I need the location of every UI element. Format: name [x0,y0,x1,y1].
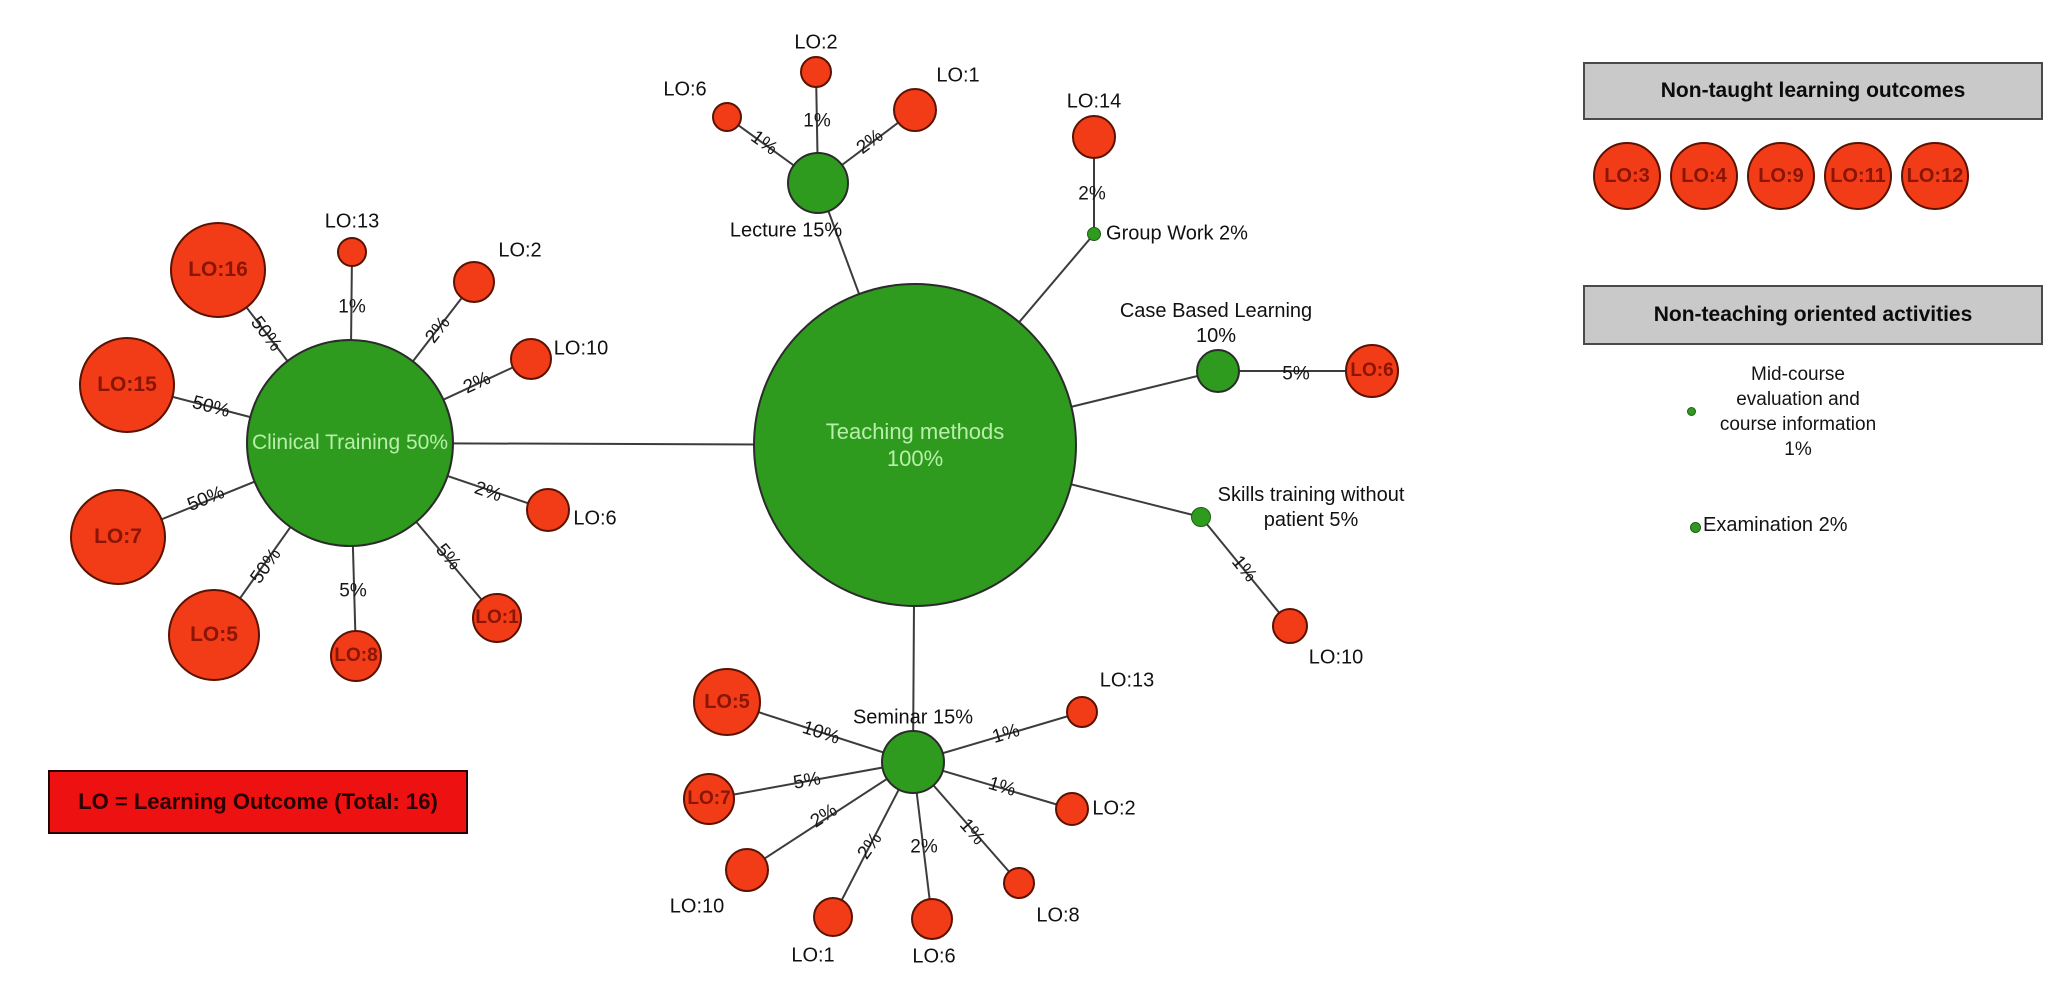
edge-label-clinical-training-lo-15-clinical: 50% [190,392,232,422]
non-teaching-header-box: Non-teaching oriented activities [1583,285,2043,345]
activity-line: 1% [1784,439,1812,460]
activity-line: Mid-course [1751,364,1845,385]
edge-label-clinical-training-lo-10-clinical: 2% [460,368,494,399]
edge-teaching-methods-clinical-training [349,442,916,446]
edge-teaching-methods-skills-training [914,444,1202,518]
edge-label-clinical-training-lo-2-clinical: 2% [421,313,454,348]
edge-label-clinical-training-lo-13-clinical: 1% [338,297,366,318]
edge-label-seminar-lo-2-seminar: 1% [986,773,1018,801]
edge-label-seminar-lo-13-seminar: 1% [990,720,1022,748]
non-taught-lo-circle: LO:11 [1824,142,1892,210]
edge-clinical-training-lo-8-clinical [349,442,357,657]
activity-line: evaluation and [1736,389,1860,410]
examination-dot [1690,522,1701,533]
edge-clinical-training-lo-5-clinical [213,442,351,636]
edge-label-skills-training-lo-10-skills: 1% [1227,552,1261,587]
edge-label-clinical-training-lo-16-clinical: 50% [246,313,286,356]
activity-line: course information [1719,414,1877,435]
edge-teaching-methods-group-work [914,233,1095,446]
non-taught-header-box: Non-taught learning outcomes [1583,62,2043,120]
edge-clinical-training-lo-10-clinical [349,358,532,444]
edge-clinical-training-lo-2-clinical [349,281,475,444]
non-taught-outcomes-row: LO:3 LO:4 LO:9 LO:11 LO:12 [1593,142,1969,210]
edge-label-group-work-lo-14-group-work: 2% [1078,184,1106,205]
lo-legend-box: LO = Learning Outcome (Total: 16) [48,770,468,834]
edge-teaching-methods-seminar [912,444,916,763]
edge-label-seminar-lo-5-seminar: 10% [800,717,843,749]
edge-label-seminar-lo-7-seminar: 5% [792,768,823,794]
mid-course-activity-label: Mid-course evaluation and course informa… [1687,362,1909,462]
edge-clinical-training-lo-7-clinical [117,442,351,538]
edge-label-clinical-training-lo-8-clinical: 5% [339,581,367,602]
edge-seminar-lo-7-seminar [708,761,914,800]
non-taught-lo-circle: LO:9 [1747,142,1815,210]
edge-label-lecture-lo-6-lecture: 1% [747,126,782,159]
edge-clinical-training-lo-15-clinical [126,384,351,444]
non-taught-lo-circle: LO:12 [1901,142,1969,210]
edge-label-lecture-lo-2-lecture: 1% [803,111,831,132]
mid-course-dot [1687,407,1696,416]
non-taught-lo-circle: LO:4 [1670,142,1738,210]
edge-teaching-methods-case-based-learning [914,370,1219,446]
edge-label-clinical-training-lo-6-clinical: 2% [472,478,505,507]
edge-skills-training-lo-10-skills [1200,516,1291,627]
edge-label-seminar-lo-1-seminar: 2% [854,829,887,864]
edge-label-clinical-training-lo-7-clinical: 50% [184,482,227,516]
non-taught-lo-circle: LO:3 [1593,142,1661,210]
edge-teaching-methods-lecture [817,182,916,446]
edge-clinical-training-lo-13-clinical [349,251,353,444]
edge-label-seminar-lo-6-seminar: 2% [910,837,938,858]
edge-clinical-training-lo-6-clinical [349,442,549,511]
edge-clinical-training-lo-16-clinical [217,269,351,444]
edge-label-case-based-learning-lo-6-case-based: 5% [1282,364,1310,385]
edge-clinical-training-lo-1-clinical [349,442,498,619]
examination-activity-label: Examination 2% [1703,514,1848,536]
